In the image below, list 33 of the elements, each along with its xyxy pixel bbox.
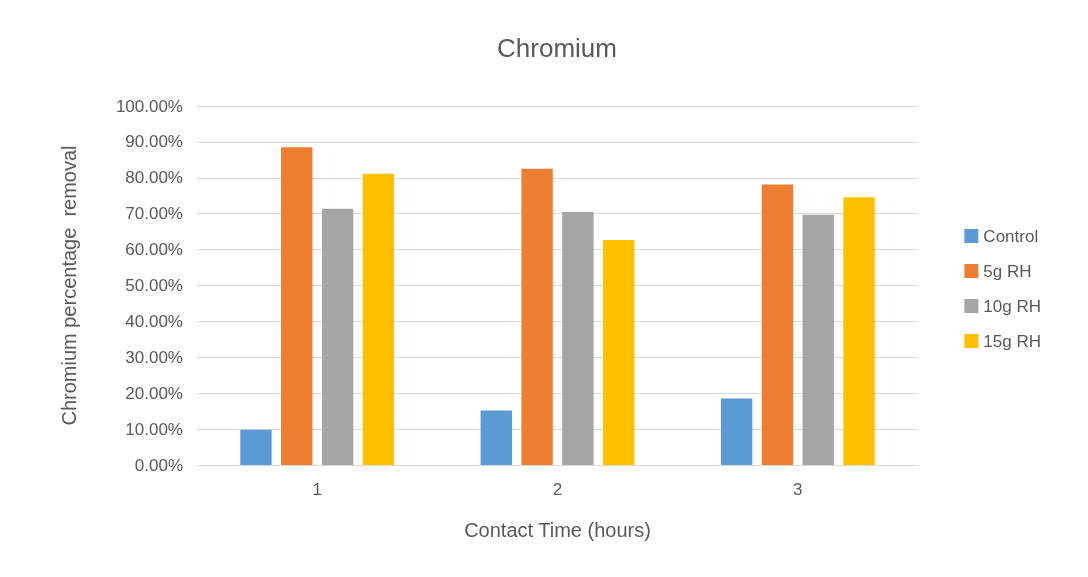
- y-tick-label: 10.00%: [125, 419, 183, 439]
- y-tick-label: 100.00%: [115, 96, 183, 116]
- y-tick-label: 20.00%: [125, 383, 183, 403]
- y-tick-label: 0.00%: [134, 455, 183, 475]
- y-axis-title: Chromium percentage removal: [58, 145, 80, 426]
- y-tick-label: 80.00%: [125, 168, 183, 188]
- x-tick-label: 3: [793, 480, 803, 499]
- y-tick-label: 40.00%: [125, 311, 183, 331]
- x-tick-label: 1: [312, 480, 322, 499]
- x-tick-label: 2: [552, 480, 563, 499]
- bar: [321, 208, 354, 465]
- legend-label: Control: [983, 226, 1039, 246]
- bar: [562, 211, 594, 465]
- bar: [362, 173, 395, 465]
- y-tick-label: 30.00%: [125, 347, 183, 367]
- bar: [281, 147, 313, 465]
- bar: [521, 168, 553, 465]
- y-tick-label: 90.00%: [125, 132, 183, 152]
- bar: [720, 398, 753, 465]
- x-axis-title: Contact Time (hours): [464, 519, 651, 541]
- legend-label: 10g RH: [983, 296, 1041, 316]
- legend-label: 15g RH: [983, 331, 1041, 351]
- legend-label: 5g RH: [983, 261, 1032, 281]
- bar: [843, 197, 875, 465]
- y-tick-label: 50.00%: [125, 276, 183, 295]
- bar: [761, 184, 794, 465]
- y-tick-label: 60.00%: [125, 240, 183, 260]
- bar: [240, 429, 272, 465]
- chart-title: Chromium: [497, 33, 617, 63]
- bar: [802, 214, 834, 465]
- bar: [480, 410, 512, 465]
- bar: [603, 239, 635, 465]
- y-tick-label: 70.00%: [125, 204, 183, 224]
